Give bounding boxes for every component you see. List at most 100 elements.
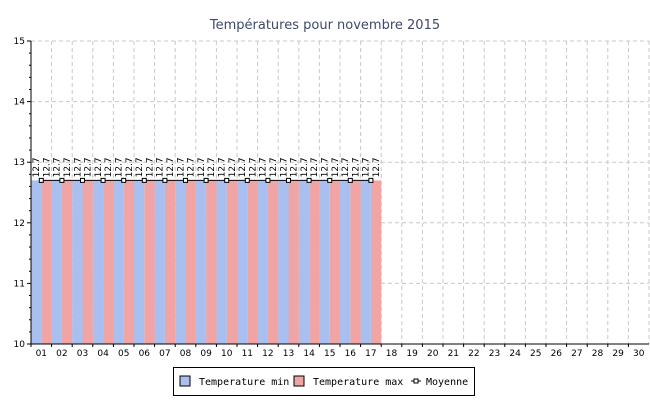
x-tick-label: 16: [345, 349, 357, 359]
legend-swatch: [293, 375, 305, 387]
marker-moyenne: [327, 177, 333, 183]
bar-temperature-max: [185, 180, 196, 344]
data-label: 12.7: [187, 157, 197, 177]
marker-moyenne: [38, 177, 44, 183]
y-tick-label: 11: [14, 279, 25, 289]
data-label: 12.7: [42, 157, 52, 177]
x-tick-label: 15: [324, 349, 335, 359]
bar-temperature-min: [154, 180, 165, 344]
bars: [31, 177, 382, 344]
data-label: 12.7: [218, 157, 228, 177]
bar-temperature-max: [288, 180, 299, 344]
x-tick-label: 27: [571, 349, 582, 359]
x-tick-label: 21: [448, 349, 459, 359]
marker-moyenne: [80, 177, 85, 183]
bar-temperature-min: [51, 180, 62, 344]
x-tick-label: 09: [200, 349, 212, 359]
legend: Temperature min Temperature max Moyenne: [173, 367, 475, 396]
data-label: 12.7: [166, 157, 176, 177]
y-tick-label: 10: [14, 340, 26, 350]
bar-temperature-min: [257, 180, 268, 344]
data-label: 12.7: [279, 157, 289, 177]
bar-temperature-min: [360, 180, 371, 344]
bar-temperature-min: [195, 180, 207, 344]
bar-temperature-max: [370, 180, 382, 344]
bar-temperature-min: [134, 180, 145, 344]
data-label: 12.7: [176, 157, 186, 177]
x-tick-label: 01: [36, 349, 47, 359]
bar-temperature-max: [144, 180, 155, 344]
marker-moyenne: [162, 177, 168, 183]
data-label: 12.7: [156, 157, 166, 177]
x-tick-label: 20: [427, 349, 439, 359]
x-tick-label: 24: [509, 349, 521, 359]
data-label: 12.7: [145, 157, 155, 177]
bar-temperature-max: [247, 180, 258, 344]
bar-temperature-min: [340, 180, 351, 344]
marker-moyenne: [203, 177, 209, 183]
data-label: 12.7: [351, 157, 361, 177]
x-tick-label: 11: [242, 349, 253, 359]
marker-moyenne: [121, 177, 127, 183]
data-label: 12.7: [115, 157, 125, 177]
bar-temperature-min: [175, 180, 186, 344]
data-label: 12.7: [362, 157, 372, 177]
chart-title: Températures pour novembre 2015: [209, 18, 440, 33]
data-labels: 12.7 12.7 12.7 12.7 12.7 12.7 12.7 12.7 12.7 12.7…: [32, 157, 382, 177]
data-label: 12.7: [73, 157, 83, 177]
bar-temperature-max: [41, 180, 52, 344]
x-tick-label: 23: [489, 349, 500, 359]
bar-temperature-max: [226, 180, 237, 344]
data-label: 12.7: [53, 157, 63, 177]
bar-temperature-max: [267, 180, 279, 344]
legend-label: Temperature max: [313, 377, 403, 388]
marker-moyenne: [286, 177, 291, 183]
data-label: 12.7: [238, 157, 248, 177]
data-label: 12.7: [207, 157, 217, 177]
x-tick-label: 22: [468, 349, 479, 359]
x-tick-label: 07: [159, 349, 170, 359]
data-label: 12.7: [321, 157, 331, 177]
data-label: 12.7: [32, 157, 42, 177]
data-label: 12.7: [269, 157, 279, 177]
data-label: 12.7: [310, 157, 320, 177]
x-tick-label: 18: [386, 349, 398, 359]
marker-moyenne: [347, 177, 353, 183]
marker-moyenne: [368, 177, 374, 183]
marker-moyenne: [244, 177, 250, 183]
bar-temperature-max: [123, 180, 134, 344]
data-label: 12.7: [228, 157, 238, 177]
bar-temperature-min: [216, 180, 227, 344]
bar-temperature-max: [350, 180, 361, 344]
x-tick-label: 14: [303, 349, 315, 359]
bar-temperature-max: [309, 180, 320, 344]
x-tick-label: 08: [180, 349, 192, 359]
data-label: 12.7: [94, 157, 104, 177]
bar-temperature-min: [298, 180, 310, 344]
x-tick-label: 10: [221, 349, 233, 359]
bar-temperature-max: [329, 180, 340, 344]
data-label: 12.7: [63, 157, 73, 177]
x-tick-label: 30: [633, 349, 645, 359]
x-tick-label: 12: [262, 349, 273, 359]
data-label: 12.7: [331, 157, 341, 177]
data-label: 12.7: [84, 157, 94, 177]
x-tick-label: 28: [592, 349, 604, 359]
data-label: 12.7: [104, 157, 114, 177]
bar-temperature-min: [237, 180, 248, 344]
x-tick-label: 29: [612, 349, 624, 359]
data-label: 12.7: [259, 157, 269, 177]
bar-temperature-min: [92, 180, 104, 344]
x-tick-label: 25: [530, 349, 541, 359]
x-tick-label: 06: [139, 349, 151, 359]
y-tick-label: 13: [14, 158, 25, 168]
legend-swatch: [179, 375, 191, 387]
bar-temperature-max: [103, 180, 114, 344]
x-tick-label: 04: [97, 349, 109, 359]
marker-moyenne: [59, 177, 65, 183]
marker-moyenne: [224, 177, 230, 183]
data-label: 12.7: [125, 157, 135, 177]
axes: 10 11 12 13 14 15 01 02 03 04 05 06 07 08 09 10 11 12 13 14…: [14, 37, 649, 359]
